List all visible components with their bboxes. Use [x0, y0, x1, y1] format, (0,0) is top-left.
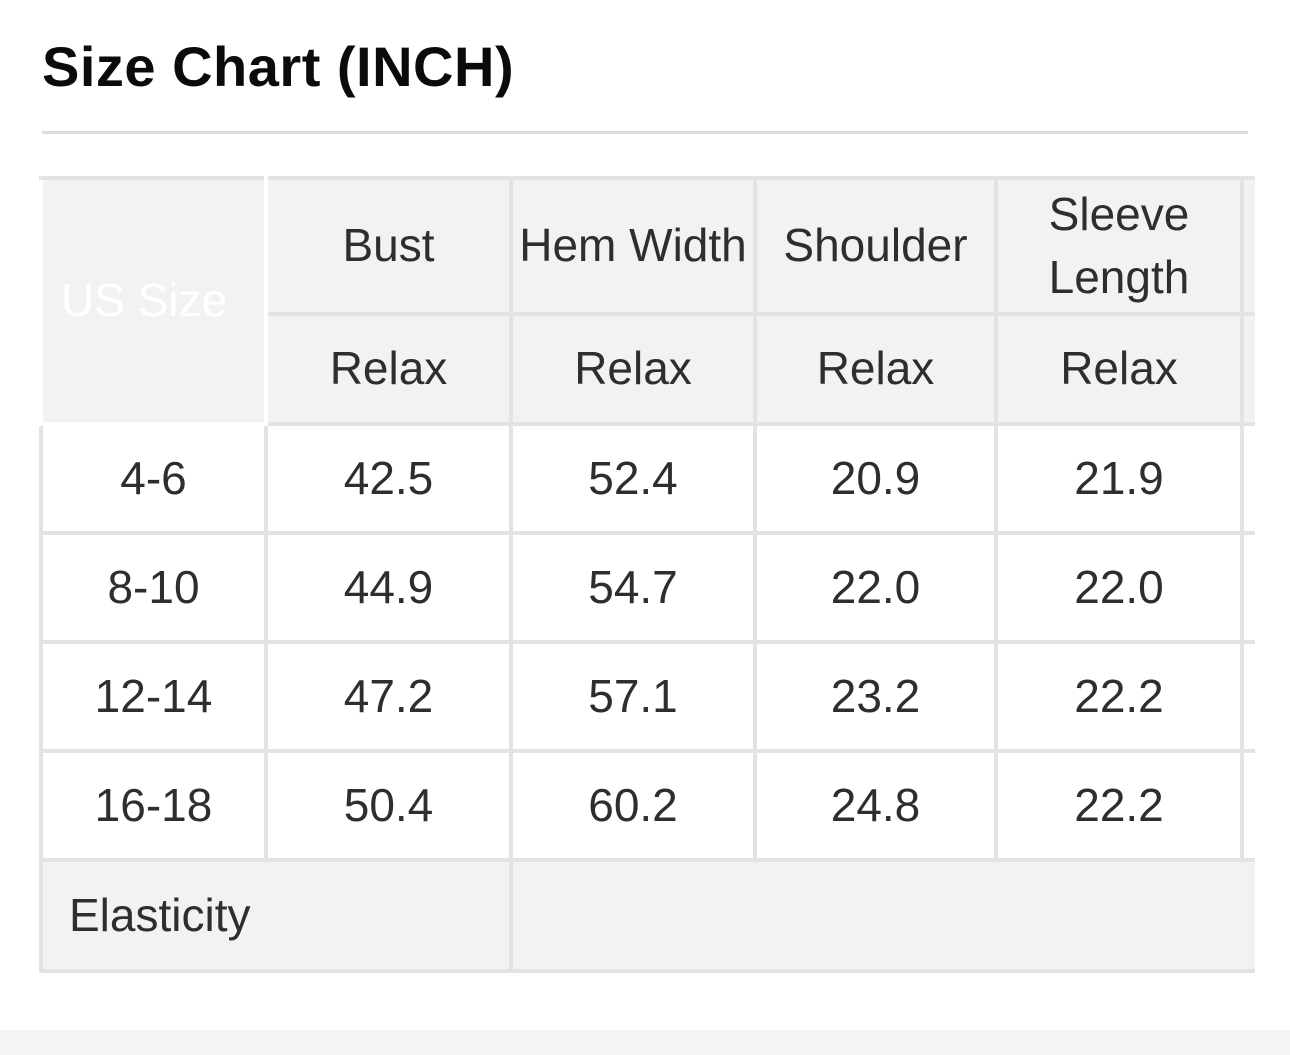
- shoulder-value: 22.0: [753, 531, 998, 644]
- header-row-fit: Relax Relax Relax Relax: [41, 312, 1255, 426]
- table-row-size-16-18: 16-18 50.4 60.2 24.8 22.2: [39, 749, 1255, 862]
- header-cell-sleeve-length: Sleeve Length: [994, 176, 1244, 316]
- corner-header-cell: US Size: [39, 176, 268, 426]
- sleeve-length-value: 22.2: [994, 749, 1244, 862]
- fit-cell-bust: Relax: [264, 312, 513, 426]
- fit-cell-clipped: [1240, 312, 1255, 426]
- hem-width-value: 60.2: [509, 749, 757, 862]
- sleeve-length-value: 22.2: [994, 640, 1244, 753]
- shoulder-value: 23.2: [753, 640, 998, 753]
- bust-value: 44.9: [264, 531, 513, 644]
- hem-width-value: 54.7: [509, 531, 757, 644]
- clipped-cell: [1240, 749, 1255, 862]
- table-row-size-8-10: 8-10 44.9 54.7 22.0 22.0: [39, 531, 1255, 644]
- clipped-cell: [1240, 640, 1255, 753]
- bust-value: 42.5: [264, 422, 513, 535]
- header-row-measurements: US Size Bust Hem Width Shoulder Sleeve L…: [39, 176, 1255, 426]
- table-row-elasticity: Elasticity: [39, 858, 1255, 973]
- hem-width-value: 57.1: [509, 640, 757, 753]
- bust-value: 47.2: [264, 640, 513, 753]
- clipped-cell: [1240, 422, 1255, 535]
- elasticity-label-cell: Elasticity: [39, 858, 513, 973]
- title-divider: [42, 131, 1248, 134]
- size-table: US Size Bust Hem Width Shoulder Sleeve L…: [39, 176, 1255, 973]
- bust-value: 50.4: [264, 749, 513, 862]
- sleeve-length-value: 21.9: [994, 422, 1244, 535]
- elasticity-value-cell: [509, 858, 1255, 973]
- shoulder-value: 20.9: [753, 422, 998, 535]
- header-cell-shoulder: Shoulder: [753, 176, 998, 316]
- next-section-band: [0, 1030, 1290, 1055]
- size-cell: 8-10: [39, 531, 268, 644]
- fit-cell-hem-width: Relax: [509, 312, 757, 426]
- fit-cell-sleeve-length: Relax: [994, 312, 1244, 426]
- size-cell: 16-18: [39, 749, 268, 862]
- page-title: Size Chart (INCH): [42, 35, 515, 98]
- header-cell-hem-width: Hem Width: [509, 176, 757, 316]
- hem-width-value: 52.4: [509, 422, 757, 535]
- sleeve-length-value: 22.0: [994, 531, 1244, 644]
- clipped-cell: [1240, 531, 1255, 644]
- size-cell: 12-14: [39, 640, 268, 753]
- table-row-size-12-14: 12-14 47.2 57.1 23.2 22.2: [39, 640, 1255, 753]
- header-cell-clipped: [1240, 176, 1255, 316]
- header-cell-bust: Bust: [264, 176, 513, 316]
- size-table-scroll-area: US Size Bust Hem Width Shoulder Sleeve L…: [39, 176, 1255, 991]
- table-row-size-4-6: 4-6 42.5 52.4 20.9 21.9: [39, 422, 1255, 535]
- fit-cell-shoulder: Relax: [753, 312, 998, 426]
- size-cell: 4-6: [39, 422, 268, 535]
- shoulder-value: 24.8: [753, 749, 998, 862]
